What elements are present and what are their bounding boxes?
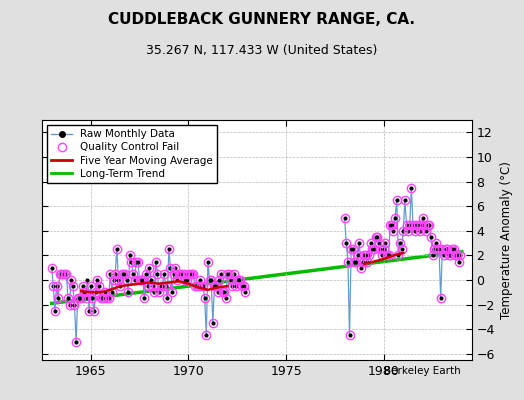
Y-axis label: Temperature Anomaly (°C): Temperature Anomaly (°C) bbox=[500, 161, 514, 319]
Legend: Raw Monthly Data, Quality Control Fail, Five Year Moving Average, Long-Term Tren: Raw Monthly Data, Quality Control Fail, … bbox=[47, 125, 217, 183]
Text: 35.267 N, 117.433 W (United States): 35.267 N, 117.433 W (United States) bbox=[146, 44, 378, 57]
Text: CUDDLEBACK GUNNERY RANGE, CA.: CUDDLEBACK GUNNERY RANGE, CA. bbox=[108, 12, 416, 27]
Text: Berkeley Earth: Berkeley Earth bbox=[385, 366, 461, 376]
